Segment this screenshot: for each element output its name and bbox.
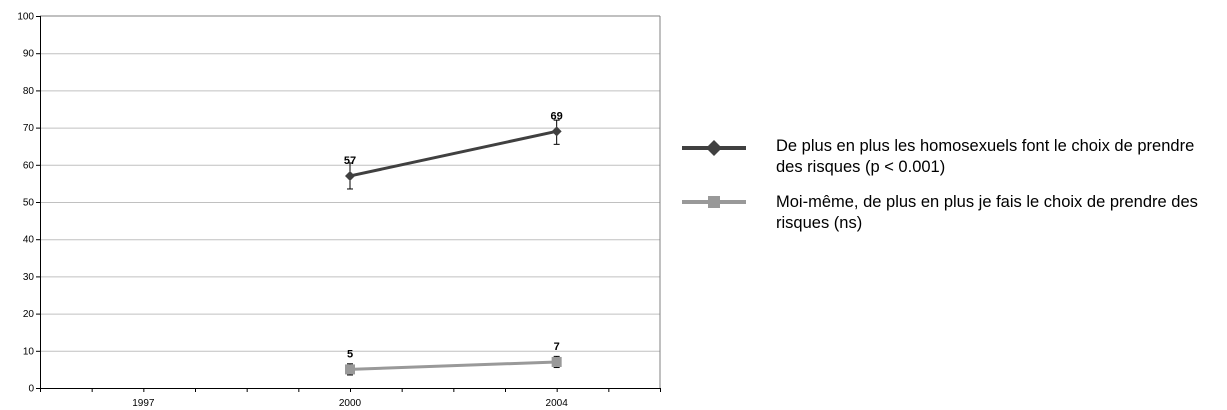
gridlines xyxy=(40,53,660,352)
y-tick-label-90: 90 xyxy=(23,49,35,60)
series-line-0 xyxy=(349,129,557,178)
point-marker-0-2 xyxy=(551,126,562,137)
y-tick-label-70: 70 xyxy=(23,123,35,134)
point-marker-1-1 xyxy=(345,364,355,375)
point-marker-0-1 xyxy=(345,170,355,181)
y-tick-labels: 0 10 20 30 40 50 60 70 80 90 100 xyxy=(17,12,34,395)
legend-swatch-diamond-line xyxy=(682,140,746,156)
x-tick-labels: 1997 2000 2004 xyxy=(132,398,568,409)
legend: De plus en plus les homosexuels font le … xyxy=(680,136,1225,248)
data-label-1-1: 5 xyxy=(347,348,353,360)
x-tick-label-2000: 2000 xyxy=(339,398,362,409)
y-tick-label-40: 40 xyxy=(23,235,35,246)
legend-item-homosexuels: De plus en plus les homosexuels font le … xyxy=(680,136,1225,178)
y-tick-label-50: 50 xyxy=(23,198,35,209)
series-1: 57 xyxy=(345,341,562,376)
legend-item-moi-meme: Moi-même, de plus en plus je fais le cho… xyxy=(680,192,1225,234)
y-tick-label-60: 60 xyxy=(23,160,35,171)
series-line-1 xyxy=(349,360,557,371)
x-tick-label-2004: 2004 xyxy=(546,398,569,409)
data-label-0-2: 69 xyxy=(551,110,563,122)
y-tick-label-100: 100 xyxy=(17,12,34,23)
legend-label-moi-meme: Moi-même, de plus en plus je fais le cho… xyxy=(776,193,1198,232)
y-tick-label-80: 80 xyxy=(23,86,35,97)
x-tick-label-1997: 1997 xyxy=(132,398,155,409)
point-marker-1-2 xyxy=(551,356,562,367)
y-tick-label-10: 10 xyxy=(23,346,35,357)
axes xyxy=(36,15,661,392)
legend-swatch-square-line xyxy=(682,196,746,208)
data-label-0-1: 57 xyxy=(344,155,356,167)
series-0: 57 69 xyxy=(344,110,563,190)
legend-label-homosexuels: De plus en plus les homosexuels font le … xyxy=(776,137,1195,176)
y-tick-label-20: 20 xyxy=(23,309,35,320)
data-label-1-2: 7 xyxy=(554,341,560,353)
y-tick-label-30: 30 xyxy=(23,272,35,283)
y-tick-label-0: 0 xyxy=(28,384,34,395)
